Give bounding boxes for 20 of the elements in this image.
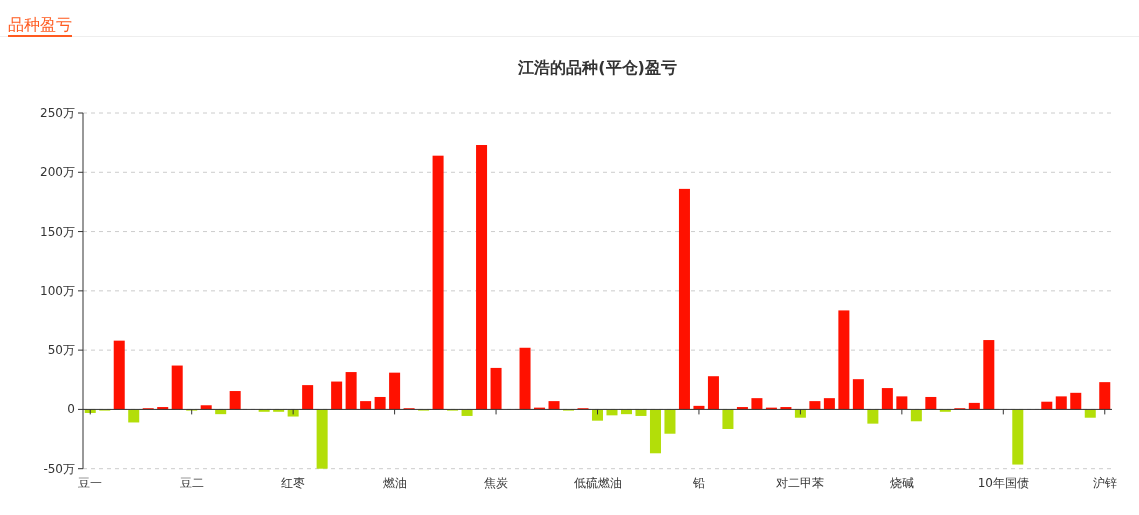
x-tick-label: 对二甲苯: [776, 475, 825, 490]
chart-title: 江浩的品种(平仓)盈亏: [517, 58, 677, 77]
x-tick-label: 豆一: [78, 475, 103, 490]
x-tick-label: 红枣: [281, 475, 306, 490]
x-tick-label: 燃油: [382, 475, 407, 490]
x-tick-label: 铅: [691, 475, 705, 490]
y-tick-label: 0: [67, 402, 75, 417]
y-tick-label: 100万: [40, 283, 75, 298]
text: 品种盈亏: [8, 15, 72, 34]
x-tick-label: 10年国债: [977, 475, 1029, 490]
x-tick-label: 低硫燃油: [573, 475, 622, 490]
y-tick-label: 50万: [47, 343, 75, 358]
y-tick-label: -50万: [43, 461, 75, 476]
x-tick-label: 豆二: [179, 475, 204, 490]
x-tick-label: 焦炭: [484, 475, 509, 490]
x-tick-label: 沪锌: [1092, 475, 1117, 490]
y-tick-label: 150万: [40, 224, 75, 239]
y-tick-label: 200万: [40, 165, 75, 180]
y-tick-label: 250万: [40, 106, 75, 120]
x-tick-label: 烧碱: [889, 475, 914, 490]
